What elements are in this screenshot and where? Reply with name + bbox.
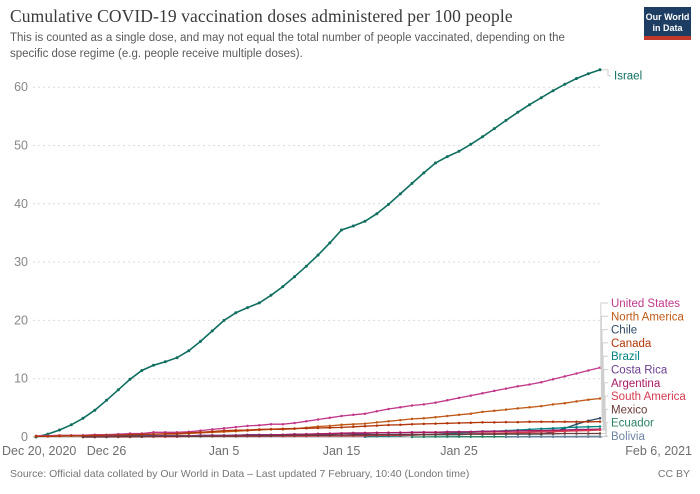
y-tick-label-40: 40: [14, 197, 28, 211]
chart-header: Cumulative COVID-19 vaccination doses ad…: [10, 6, 630, 62]
legend-label-south-america[interactable]: South America: [611, 391, 686, 403]
legend-leader-brazil: [602, 355, 608, 428]
legend-label-brazil[interactable]: Brazil: [611, 351, 640, 363]
legend-label-costa-rica[interactable]: Costa Rica: [611, 365, 668, 377]
legend-label-argentina[interactable]: Argentina: [611, 378, 661, 390]
x-tick-label-jan-5: Jan 5: [209, 444, 240, 458]
legend-leader-chile: [601, 329, 608, 419]
license-badge[interactable]: CC BY: [657, 468, 690, 480]
legend-leader-israel: [602, 69, 611, 77]
y-tick-label-30: 30: [14, 255, 28, 269]
owid-logo-stripe: [644, 36, 691, 40]
owid-logo[interactable]: Our World in Data: [644, 7, 691, 40]
series-markers-bolivia: [504, 435, 602, 439]
legend-label-chile[interactable]: Chile: [611, 325, 637, 337]
y-tick-label-60: 60: [14, 80, 28, 94]
legend-label-israel[interactable]: Israel: [614, 71, 642, 83]
page-title: Cumulative COVID-19 vaccination doses ad…: [10, 6, 513, 26]
x-tick-label-jan-25: Jan 25: [440, 444, 478, 458]
legend-leader-south-america: [602, 395, 608, 431]
x-tick-label-dec-26: Dec 26: [87, 444, 127, 458]
chart-footer: Source: Official data collated by Our Wo…: [10, 468, 690, 480]
legend-label-bolivia[interactable]: Bolivia: [611, 431, 645, 443]
legend-label-mexico[interactable]: Mexico: [611, 404, 647, 416]
y-tick-label-0: 0: [21, 430, 28, 444]
x-tick-label-jan-15: Jan 15: [323, 444, 361, 458]
source-note: Source: Official data collated by Our Wo…: [10, 468, 470, 480]
legend-leader-canada: [602, 342, 608, 423]
owid-logo-line1: Our World: [645, 12, 690, 22]
series-line-israel[interactable]: [35, 68, 601, 438]
y-tick-label-20: 20: [14, 313, 28, 327]
legend-label-north-america[interactable]: North America: [611, 311, 684, 323]
series-markers-israel: [34, 68, 602, 439]
y-tick-label-50: 50: [14, 139, 28, 153]
series-markers-mexico: [81, 432, 602, 439]
chart-svg: 0 10 20 30 40 50 60 Dec 20, 2020 Dec 26 Jan 5 Jan …: [2, 68, 692, 458]
legend-leader-argentina: [602, 382, 608, 430]
owid-logo-line2: in Data: [652, 23, 683, 34]
y-tick-label-10: 10: [14, 372, 28, 386]
legend-leader-bolivia: [602, 435, 608, 438]
legend-label-canada[interactable]: Canada: [611, 338, 652, 350]
legend-label-ecuador[interactable]: Ecuador: [611, 418, 654, 430]
legend-leader-mexico: [602, 408, 608, 435]
legend-label-united-states[interactable]: United States: [611, 298, 680, 310]
x-tick-label-dec-20,-2020: Dec 20, 2020: [2, 444, 76, 458]
chart-subtitle: This is counted as a single dose, and ma…: [10, 32, 565, 60]
x-tick-label-feb-6,-2021: Feb 6, 2021: [625, 444, 692, 458]
series-markers-canada: [34, 420, 602, 438]
